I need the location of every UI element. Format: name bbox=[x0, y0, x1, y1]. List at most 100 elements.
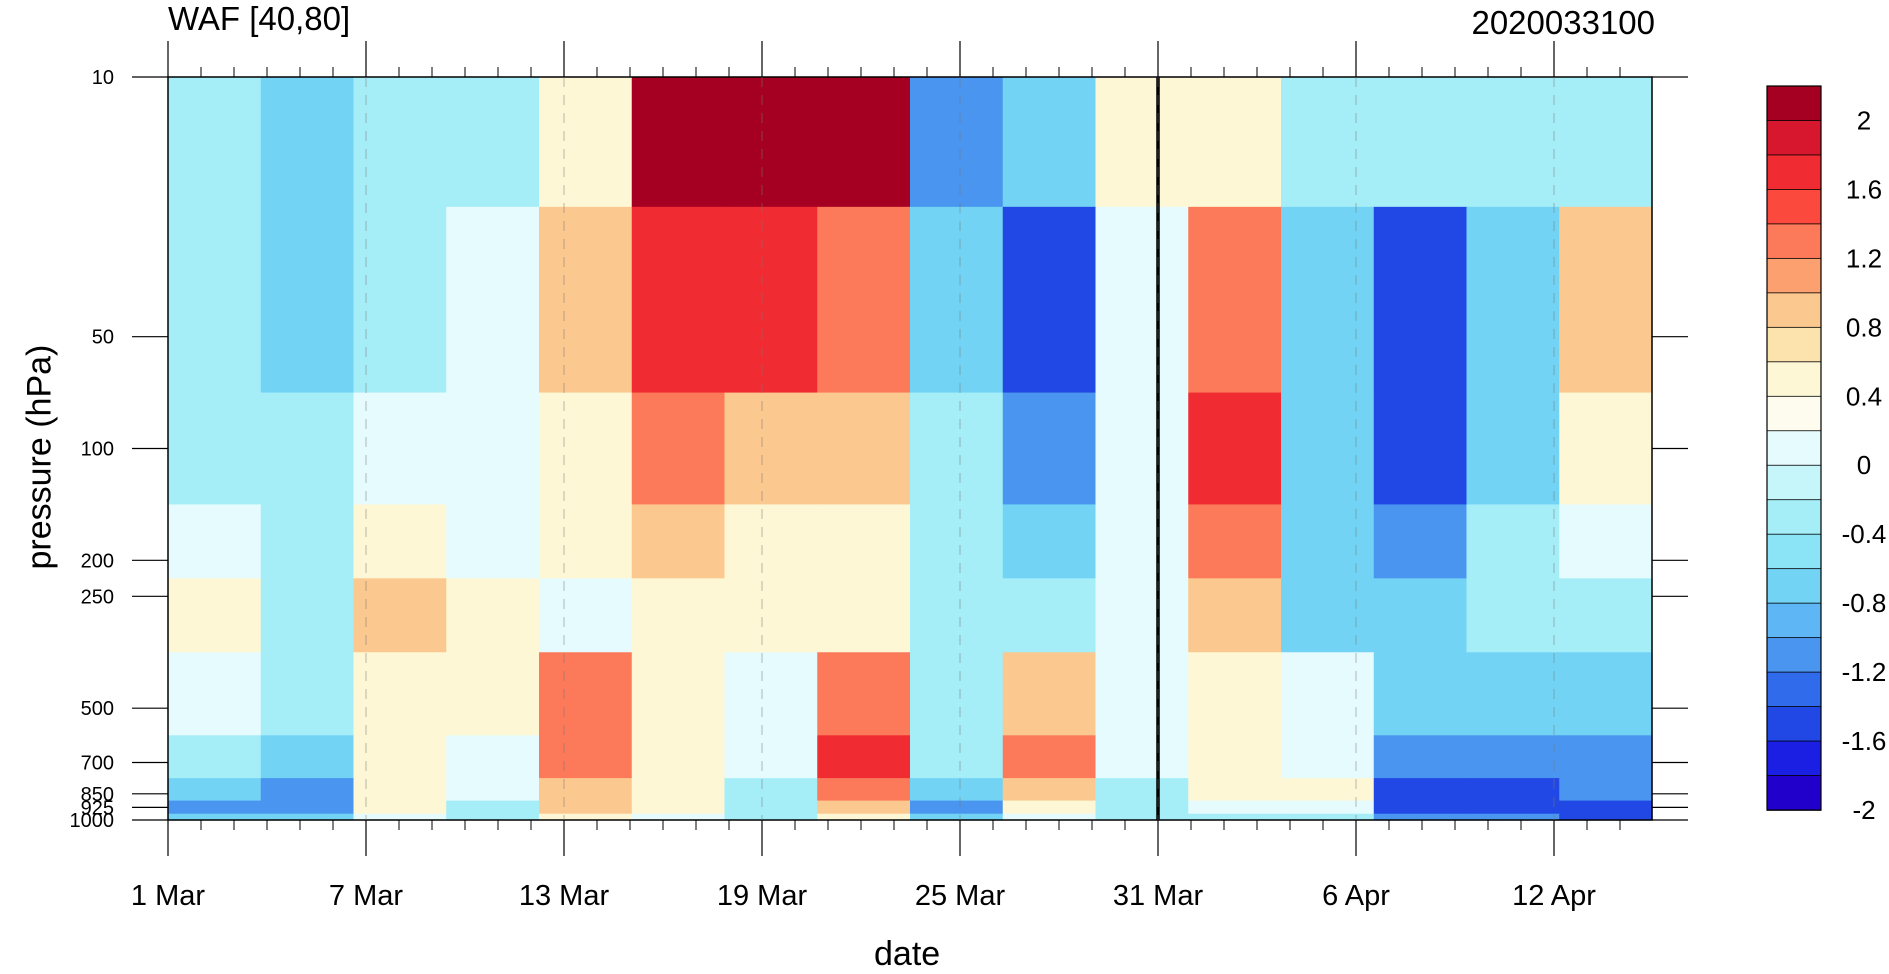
heatmap-cell bbox=[1281, 77, 1375, 208]
heatmap-cell bbox=[353, 578, 447, 653]
heatmap-cell bbox=[168, 813, 262, 821]
heatmap-cell bbox=[1095, 578, 1189, 653]
x-tick-label: 25 Mar bbox=[915, 880, 1006, 912]
y-tick-label: 850 bbox=[81, 784, 114, 806]
heatmap-cell bbox=[539, 735, 633, 779]
heatmap-cell bbox=[1466, 206, 1560, 394]
heatmap-cell bbox=[724, 813, 818, 821]
heatmap-cell bbox=[1095, 778, 1189, 802]
heatmap-cell bbox=[446, 578, 540, 653]
chart-title-right: 2020033100 bbox=[1471, 4, 1655, 41]
heatmap-cell bbox=[539, 800, 633, 815]
colorbar-label: 1.2 bbox=[1846, 243, 1882, 273]
heatmap-cell bbox=[1466, 77, 1560, 208]
heatmap-cell bbox=[1559, 778, 1653, 802]
heatmap-cell bbox=[1095, 813, 1189, 821]
x-axis-label: date bbox=[874, 935, 941, 973]
heatmap-cell bbox=[817, 778, 911, 802]
heatmap-cell bbox=[724, 504, 818, 579]
heatmap-cell bbox=[1188, 735, 1282, 779]
heatmap-cell bbox=[168, 578, 262, 653]
colorbar-swatch bbox=[1766, 85, 1822, 122]
heatmap-cell bbox=[1188, 206, 1282, 394]
colorbar-swatch bbox=[1766, 740, 1822, 777]
heatmap-cell bbox=[1559, 735, 1653, 779]
colorbar-swatch bbox=[1766, 326, 1822, 363]
heatmap-cell bbox=[1002, 392, 1097, 506]
heatmap-cell bbox=[1559, 813, 1653, 821]
heatmap-cell bbox=[817, 504, 911, 579]
colorbar-swatch bbox=[1766, 671, 1822, 708]
heatmap-cell bbox=[1188, 504, 1282, 579]
heatmap-cell bbox=[631, 206, 726, 394]
heatmap-cell bbox=[1373, 77, 1468, 208]
x-tick-label: 6 Apr bbox=[1322, 880, 1390, 912]
heatmap-cell bbox=[446, 652, 540, 736]
heatmap-cell bbox=[353, 392, 447, 506]
heatmap-cell bbox=[910, 813, 1004, 821]
heatmap-cell bbox=[1559, 77, 1653, 208]
colorbar-swatch bbox=[1766, 292, 1822, 329]
x-tick-label: 19 Mar bbox=[717, 880, 808, 912]
heatmap-cell bbox=[353, 813, 447, 821]
heatmap-cell bbox=[1095, 800, 1189, 815]
heatmap-cell bbox=[1559, 652, 1653, 736]
heatmap-cell bbox=[631, 652, 726, 736]
heatmap-cell bbox=[1373, 206, 1468, 394]
heatmap-cell bbox=[260, 735, 355, 779]
heatmap-cell bbox=[446, 735, 540, 779]
heatmap-cell bbox=[446, 778, 540, 802]
heatmap-cell bbox=[1188, 578, 1282, 653]
heatmap-cell bbox=[1188, 392, 1282, 506]
heatmap-cell bbox=[724, 206, 818, 394]
heatmap-cell bbox=[1466, 652, 1560, 736]
heatmap-cell bbox=[1466, 392, 1560, 506]
heatmap-cell bbox=[1281, 504, 1375, 579]
heatmap-cell bbox=[910, 77, 1004, 208]
heatmap-cell bbox=[1559, 206, 1653, 394]
heatmap-cell bbox=[1188, 77, 1282, 208]
heatmap-cell bbox=[260, 778, 355, 802]
colorbar-frame bbox=[1766, 85, 1822, 811]
heatmap-cell bbox=[1002, 778, 1097, 802]
heatmap-cell bbox=[1188, 800, 1282, 815]
heatmap-cell bbox=[446, 77, 540, 208]
heatmap-cell bbox=[1466, 813, 1560, 821]
heatmap-cell bbox=[168, 735, 262, 779]
heatmap-cell bbox=[910, 735, 1004, 779]
heatmap-cell bbox=[631, 578, 726, 653]
heatmap-cell bbox=[539, 652, 633, 736]
heatmap-cell bbox=[817, 800, 911, 815]
heatmap-cell bbox=[1373, 778, 1468, 802]
heatmap-cell bbox=[724, 735, 818, 779]
x-tick-label: 31 Mar bbox=[1113, 880, 1204, 912]
x-tick-label: 12 Apr bbox=[1512, 880, 1596, 912]
heatmap-cell bbox=[353, 735, 447, 779]
colorbar-swatch bbox=[1766, 430, 1822, 467]
heatmap-cell bbox=[817, 392, 911, 506]
colorbar-swatch bbox=[1766, 395, 1822, 432]
heatmap-cell bbox=[260, 652, 355, 736]
heatmap-cell bbox=[446, 206, 540, 394]
heatmap-cell bbox=[539, 77, 633, 208]
heatmap-cell bbox=[1281, 206, 1375, 394]
heatmap-cell bbox=[1281, 652, 1375, 736]
colorbar-swatch bbox=[1766, 154, 1822, 191]
heatmap-cell bbox=[1373, 392, 1468, 506]
heatmap-cell bbox=[539, 813, 633, 821]
heatmap-cell bbox=[817, 813, 911, 821]
heatmap-cell bbox=[910, 206, 1004, 394]
heatmap-cell bbox=[1281, 578, 1375, 653]
heatmap-cell bbox=[724, 652, 818, 736]
heatmap-cell bbox=[1281, 392, 1375, 506]
heatmap-cell bbox=[724, 800, 818, 815]
heatmap-cell bbox=[1002, 77, 1097, 208]
heatmap-cell bbox=[446, 392, 540, 506]
heatmap-cell bbox=[260, 392, 355, 506]
x-tick-label: 1 Mar bbox=[131, 880, 205, 912]
heatmap-cell bbox=[446, 800, 540, 815]
y-tick-label: 1000 bbox=[70, 810, 115, 832]
heatmap-cell bbox=[1002, 206, 1097, 394]
heatmap-cell bbox=[1466, 800, 1560, 815]
heatmap-cell bbox=[1373, 735, 1468, 779]
